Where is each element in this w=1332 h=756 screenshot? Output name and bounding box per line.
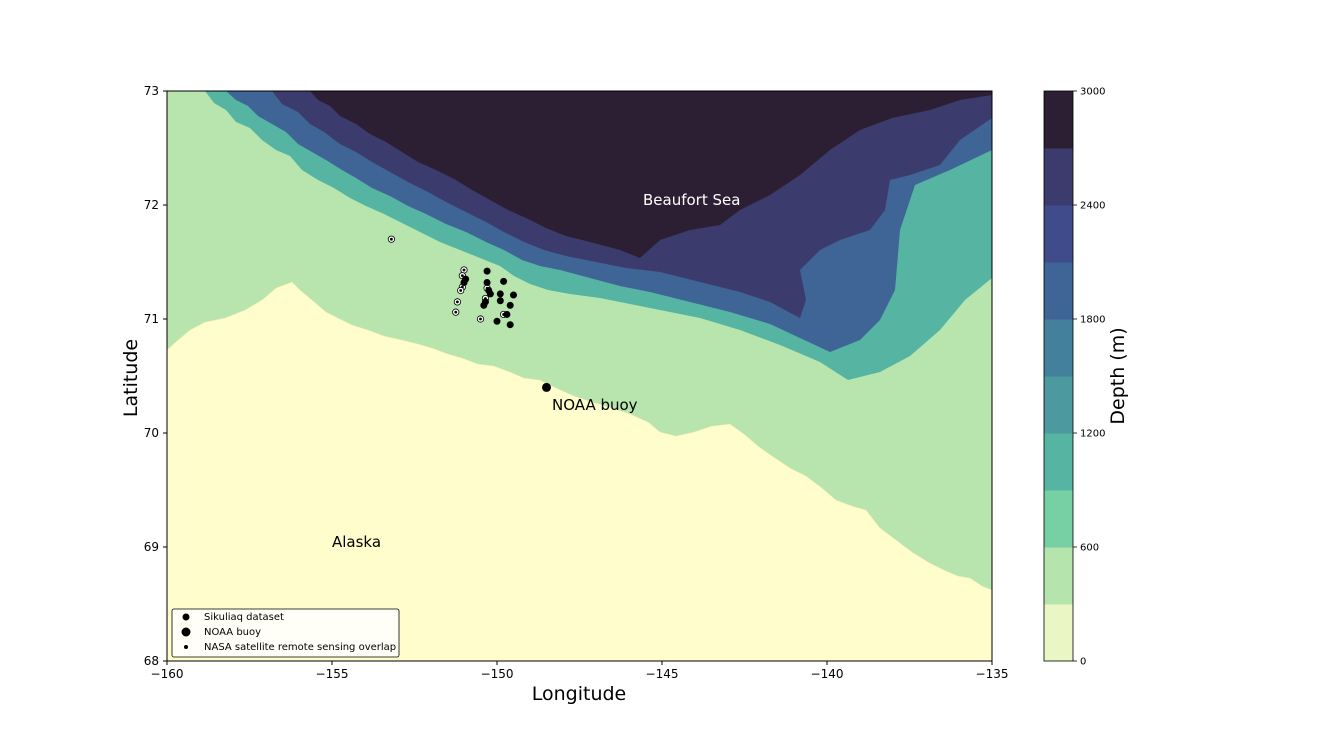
x-tick-label: −155 — [316, 667, 349, 681]
colorbar-tick-label: 1200 — [1080, 429, 1105, 440]
buoy-label: NOAA buoy — [552, 396, 638, 414]
sikuliaq-point — [493, 317, 501, 325]
sikuliaq-point — [481, 298, 489, 306]
legend-label-sikuliaq: Sikuliaq dataset — [204, 612, 284, 623]
x-tick-label: −160 — [151, 667, 184, 681]
colorbar-tick-label: 1800 — [1080, 315, 1105, 326]
sea-label: Beaufort Sea — [643, 191, 740, 209]
colorbar-ticks: 0 600 1200 1800 2400 3000 — [1073, 87, 1105, 668]
noaa-buoy-point — [542, 382, 551, 392]
legend-box — [171, 608, 400, 658]
colorbar-segment — [1044, 319, 1073, 377]
y-axis-ticks: 68 69 70 71 72 73 — [144, 84, 167, 668]
nasa-overlap-point-core — [456, 300, 459, 304]
legend-label-nasa: NASA satellite remote sensing overlap — [204, 642, 396, 653]
x-tick-label: −135 — [976, 667, 1009, 681]
legend-marker-sikuliaq — [182, 613, 190, 621]
y-axis-label: Latitude — [120, 339, 142, 417]
nasa-overlap-layer — [387, 235, 508, 323]
colorbar-segment — [1044, 148, 1073, 206]
y-tick-label: 73 — [144, 84, 159, 98]
colorbar-segment — [1044, 376, 1073, 434]
colorbar-segment — [1044, 604, 1073, 662]
alaska-land — [167, 281, 992, 661]
depth-colorbar — [1044, 91, 1073, 662]
sikuliaq-point — [462, 275, 470, 283]
legend-marker-nasa — [184, 645, 188, 649]
map-frame — [166, 90, 993, 662]
sikuliaq-point — [496, 297, 504, 305]
x-tick-label: −140 — [811, 667, 844, 681]
colorbar-segment — [1044, 490, 1073, 548]
legend-marker-noaa-buoy — [181, 627, 191, 637]
nasa-overlap-point-core — [390, 237, 393, 241]
colorbar-segment — [1044, 433, 1073, 491]
nasa-overlap-point-core — [462, 268, 466, 272]
colorbar-segment — [1044, 262, 1073, 320]
colorbar-frame — [1043, 90, 1074, 662]
y-tick-label: 72 — [144, 198, 159, 212]
y-tick-label: 71 — [144, 312, 159, 326]
legend-label-noaa-buoy: NOAA buoy — [204, 627, 261, 638]
map-area: Beaufort Sea Alaska NOAA buoy — [167, 91, 992, 661]
sikuliaq-point — [503, 310, 511, 318]
nasa-overlap-point-core — [479, 317, 482, 321]
y-tick-label: 69 — [144, 540, 159, 554]
x-axis-label: Longitude — [532, 683, 627, 705]
x-axis-ticks: −160 −155 −150 −145 −140 −135 — [151, 661, 1009, 681]
colorbar-segment — [1044, 91, 1073, 149]
sikuliaq-point — [506, 301, 514, 309]
colorbar-label: Depth (m) — [1107, 327, 1129, 424]
colorbar-tick-label: 0 — [1080, 657, 1086, 668]
sikuliaq-point — [483, 267, 491, 275]
y-tick-label: 70 — [144, 426, 159, 440]
sikuliaq-point — [506, 321, 514, 329]
sikuliaq-point — [510, 291, 517, 299]
colorbar-tick-label: 2400 — [1080, 201, 1105, 212]
x-tick-label: −150 — [481, 667, 514, 681]
noaa-buoy-layer — [542, 382, 551, 392]
x-tick-label: −145 — [646, 667, 679, 681]
nasa-overlap-point-core — [454, 310, 458, 314]
sikuliaq-point — [486, 290, 494, 298]
colorbar-tick-label: 600 — [1080, 543, 1099, 554]
sikuliaq-point — [483, 279, 491, 287]
y-tick-label: 68 — [144, 654, 159, 668]
sikuliaq-point — [496, 290, 504, 298]
colorbar-segment — [1044, 547, 1073, 605]
colorbar-tick-label: 3000 — [1080, 87, 1105, 98]
land-label: Alaska — [332, 533, 381, 551]
nasa-overlap-point-core — [460, 274, 464, 278]
depth-3000-region — [310, 91, 992, 258]
legend: Sikuliaq dataset NOAA buoy NASA satellit… — [171, 608, 400, 658]
colorbar-segment — [1044, 205, 1073, 263]
sikuliaq-point — [500, 277, 508, 285]
nasa-overlap-point-core — [459, 289, 463, 292]
sikuliaq-layer — [460, 267, 517, 329]
